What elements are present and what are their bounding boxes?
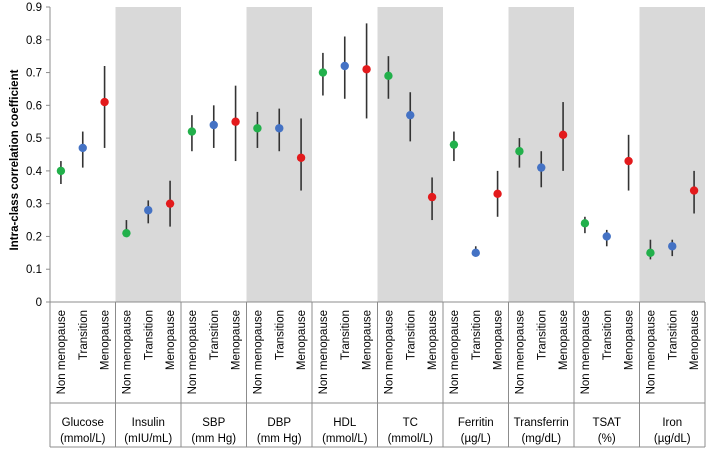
data-point	[689, 186, 699, 195]
subgroup-label: Transition	[274, 310, 286, 360]
subgroup-label: Transition	[536, 310, 548, 360]
data-point	[165, 199, 175, 208]
group-shade	[639, 7, 705, 302]
data-point	[471, 248, 480, 258]
subgroup-label: Menopause	[493, 310, 505, 370]
group-unit-label: (µg/L)	[461, 433, 491, 445]
y-tick-label: 0.5	[26, 133, 42, 145]
group-unit-label: (%)	[598, 433, 616, 445]
subgroup-label: Menopause	[624, 310, 636, 370]
data-point	[144, 206, 153, 215]
data-point	[580, 219, 590, 228]
data-point	[231, 117, 240, 126]
group-label: Transferrin	[514, 417, 569, 429]
data-point	[537, 163, 546, 172]
group-label: SBP	[202, 417, 225, 429]
y-tick-label: 0.9	[26, 2, 42, 14]
subgroup-label: Non menopause	[318, 310, 330, 394]
group-label: HDL	[333, 417, 357, 429]
subgroup-label: Non menopause	[187, 310, 199, 394]
group-unit-label: (mmol/L)	[322, 433, 368, 445]
subgroup-label: Transition	[78, 310, 90, 360]
data-point	[449, 140, 459, 149]
subgroup-label: Non menopause	[252, 310, 264, 394]
data-point	[275, 124, 284, 133]
y-tick-label: 0.1	[26, 264, 42, 276]
data-point	[668, 242, 677, 251]
group-unit-label: (mm Hg)	[257, 433, 302, 445]
y-tick-label: 0.3	[26, 199, 42, 211]
subgroup-label: Menopause	[689, 310, 701, 370]
data-point	[602, 232, 611, 241]
data-point	[362, 65, 371, 74]
group-unit-label: (mg/dL)	[521, 433, 561, 445]
subgroup-label: Menopause	[100, 310, 112, 370]
data-point	[340, 61, 349, 71]
data-point	[427, 192, 437, 202]
subgroup-label: Menopause	[558, 310, 570, 370]
group-label: TC	[403, 417, 418, 429]
y-tick-label: 0	[36, 297, 42, 309]
group-unit-label: (mmol/L)	[60, 433, 106, 445]
group-label: DBP	[267, 417, 291, 429]
data-point	[122, 228, 131, 238]
group-label: Ferritin	[458, 417, 494, 429]
subgroup-label: Non menopause	[645, 310, 657, 394]
data-point	[56, 166, 66, 176]
y-tick-label: 0.4	[26, 166, 43, 178]
subgroup-label: Transition	[340, 310, 352, 360]
data-point	[406, 110, 415, 120]
data-point	[384, 71, 393, 81]
subgroup-label: Non menopause	[56, 310, 68, 394]
subgroup-label: Non menopause	[514, 310, 526, 394]
data-point	[100, 97, 109, 107]
subgroup-label: Transition	[602, 310, 614, 360]
data-point	[558, 130, 568, 140]
y-tick-label: 0.8	[26, 35, 42, 47]
subgroup-label: Non menopause	[121, 310, 133, 394]
data-point	[187, 127, 197, 136]
data-point	[209, 120, 218, 130]
data-point	[253, 124, 262, 133]
group-label: TSAT	[592, 417, 621, 429]
group-label: Insulin	[132, 417, 165, 429]
subgroup-label: Non menopause	[580, 310, 592, 394]
group-shade	[115, 7, 181, 302]
subgroup-label: Menopause	[231, 310, 243, 370]
data-point	[515, 147, 524, 156]
data-point	[493, 189, 502, 199]
group-label: Iron	[662, 417, 682, 429]
group-label: Glucose	[62, 417, 104, 429]
subgroup-label: Transition	[471, 310, 483, 360]
y-axis-label: Intra-class correlation coefficient	[9, 69, 21, 250]
group-unit-label: (mmol/L)	[388, 433, 434, 445]
y-tick-label: 0.7	[26, 68, 42, 80]
data-point	[318, 68, 328, 77]
group-unit-label: (µg/dL)	[654, 433, 691, 445]
data-point	[624, 156, 633, 166]
group-unit-label: (mIU/mL)	[124, 433, 172, 445]
subgroup-label: Transition	[143, 310, 155, 360]
subgroup-label: Menopause	[165, 310, 177, 370]
subgroup-label: Non menopause	[449, 310, 461, 394]
subgroup-label: Transition	[405, 310, 417, 360]
subgroup-label: Non menopause	[383, 310, 395, 394]
data-point	[296, 153, 306, 162]
group-shade	[377, 7, 443, 302]
subgroup-label: Transition	[667, 310, 679, 360]
data-point	[78, 143, 87, 153]
group-unit-label: (mm Hg)	[191, 433, 236, 445]
subgroup-label: Menopause	[296, 310, 308, 370]
subgroup-label: Transition	[209, 310, 221, 360]
y-tick-label: 0.2	[26, 231, 42, 243]
data-point	[646, 248, 655, 258]
subgroup-label: Menopause	[362, 310, 374, 370]
y-tick-label: 0.6	[26, 100, 42, 112]
subgroup-label: Menopause	[427, 310, 439, 370]
